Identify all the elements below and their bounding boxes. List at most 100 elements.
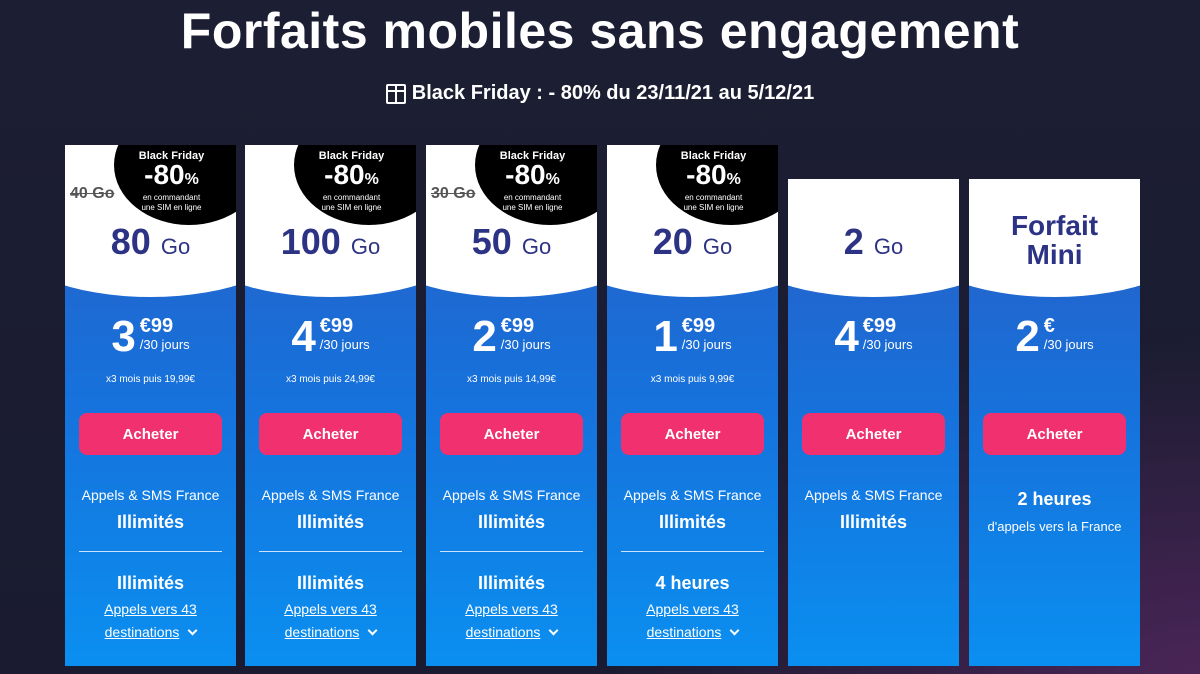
badge-text: en commandant bbox=[503, 193, 562, 202]
plan-text: 2 bbox=[1015, 312, 1040, 361]
destinations-toggle[interactable]: destinations bbox=[65, 624, 236, 640]
international-value: Illimités bbox=[477, 573, 546, 593]
plan-text: 2 bbox=[472, 312, 497, 361]
badge-text: -80% bbox=[656, 161, 771, 193]
price: 1 €99/30 jours bbox=[607, 315, 778, 359]
price-note: x3 mois puis 19,99€ bbox=[106, 374, 195, 385]
call-hours: 2 heures bbox=[1017, 489, 1092, 509]
plan-text: Mini bbox=[1026, 239, 1083, 270]
plan-text: Go bbox=[521, 234, 552, 259]
chevron-down-icon bbox=[729, 625, 740, 636]
black-friday-badge: Black Friday -80% en commandant une SIM en… bbox=[656, 145, 778, 225]
plan-text: €99 bbox=[500, 315, 535, 337]
buy-button[interactable]: Acheter bbox=[621, 413, 764, 455]
plan-text: Go bbox=[873, 234, 904, 259]
price-note: x3 mois puis 14,99€ bbox=[467, 374, 556, 385]
plan-text: €/30 jours bbox=[1044, 315, 1094, 352]
plan-text: 100 bbox=[280, 221, 341, 262]
plan-card: Forfait Mini 2 €/30 jours Acheter 2 heures d'a… bbox=[969, 145, 1140, 666]
price: 2 €99/30 jours bbox=[426, 315, 597, 359]
calls-value: Illimités bbox=[839, 512, 908, 532]
calls-label: Appels & SMS France bbox=[81, 487, 220, 503]
plan-text: 4 bbox=[291, 312, 316, 361]
plan-text: Go bbox=[350, 234, 381, 259]
badge-text: % bbox=[184, 171, 199, 188]
plan-card-bg: Black Friday -80% en commandant une SIM en… bbox=[607, 145, 778, 666]
plan-text: €99 bbox=[681, 315, 716, 337]
call-hours-desc: d'appels vers la France bbox=[987, 519, 1122, 534]
plan-text: 4 bbox=[834, 312, 859, 361]
badge-text: -80 bbox=[324, 159, 365, 190]
destinations-link[interactable]: Appels vers 43 bbox=[465, 601, 558, 617]
price: 2 €/30 jours bbox=[969, 315, 1140, 359]
page-title: Forfaits mobiles sans engagement bbox=[180, 3, 1020, 59]
badge-text: en commandant bbox=[684, 193, 743, 202]
old-data-amount: 30 Go bbox=[431, 185, 476, 202]
badge-text: en commandant bbox=[142, 193, 201, 202]
destinations-link[interactable]: Appels vers 43 bbox=[646, 601, 739, 617]
price-note: x3 mois puis 24,99€ bbox=[286, 374, 375, 385]
badge-text: % bbox=[364, 171, 379, 188]
calls-label: Appels & SMS France bbox=[261, 487, 400, 503]
plan-text: destinations bbox=[104, 624, 180, 640]
plan-text: € bbox=[1043, 315, 1055, 337]
card-header-bg bbox=[969, 179, 1140, 297]
destinations-link[interactable]: Appels vers 43 bbox=[284, 601, 377, 617]
badge-text: Black Friday bbox=[499, 150, 566, 162]
destinations-toggle[interactable]: destinations bbox=[245, 624, 416, 640]
data-amount: 20 Go bbox=[607, 221, 778, 263]
plan-text: €99/30 jours bbox=[863, 315, 913, 352]
calls-value: Illimités bbox=[296, 512, 365, 532]
divider bbox=[259, 551, 402, 552]
black-friday-badge: Black Friday -80% en commandant une SIM en… bbox=[114, 145, 236, 225]
buy-button[interactable]: Acheter bbox=[259, 413, 402, 455]
plan-text: Go bbox=[702, 234, 733, 259]
buy-button[interactable]: Acheter bbox=[802, 413, 945, 455]
destinations-toggle[interactable]: destinations bbox=[426, 624, 597, 640]
badge-text: une SIM en ligne bbox=[502, 203, 563, 212]
data-amount: 2 Go bbox=[788, 221, 959, 263]
badge-text: en commandant bbox=[322, 193, 381, 202]
plan-text: €99/30 jours bbox=[682, 315, 732, 352]
calls-label: Appels & SMS France bbox=[623, 487, 762, 503]
plan-text: 50 bbox=[471, 221, 512, 262]
plan-card: 2 Go 4 €99/30 jours Acheter Appels & SMS Fra… bbox=[788, 145, 959, 666]
plan-card: Black Friday -80% en commandant une SIM en… bbox=[426, 145, 597, 666]
destinations-link[interactable]: Appels vers 43 bbox=[104, 601, 197, 617]
buy-button[interactable]: Acheter bbox=[440, 413, 583, 455]
buy-button[interactable]: Acheter bbox=[79, 413, 222, 455]
plan-text: 80 bbox=[110, 221, 151, 262]
plan-text: /30 jours bbox=[319, 337, 370, 352]
plan-text: /30 jours bbox=[139, 337, 190, 352]
calls-value: Illimités bbox=[477, 512, 546, 532]
badge-text: -80% bbox=[114, 161, 229, 193]
plan-text: destinations bbox=[284, 624, 360, 640]
international-value: Illimités bbox=[116, 573, 185, 593]
plan-card-bg: Black Friday -80% en commandant une SIM en… bbox=[65, 145, 236, 666]
badge-text: -80% bbox=[475, 161, 590, 193]
chevron-down-icon bbox=[548, 625, 559, 636]
plan-text: /30 jours bbox=[862, 337, 913, 352]
price: 3 €99/30 jours bbox=[65, 315, 236, 359]
badge-text: Black Friday bbox=[138, 150, 205, 162]
data-amount: 80 Go bbox=[65, 221, 236, 263]
badge-text: -80% bbox=[294, 159, 409, 193]
plan-text: 20 bbox=[652, 221, 693, 262]
buy-button[interactable]: Acheter bbox=[983, 413, 1126, 455]
plan-text: 1 bbox=[653, 312, 678, 361]
badge-text: une SIM en ligne bbox=[683, 203, 744, 212]
divider bbox=[621, 551, 764, 552]
destinations-toggle[interactable]: destinations bbox=[607, 624, 778, 640]
plan-card: Black Friday -80% en commandant une SIM en… bbox=[607, 145, 778, 666]
plan-text: /30 jours bbox=[500, 337, 551, 352]
price: 4 €99/30 jours bbox=[245, 315, 416, 359]
plan-text: €99 bbox=[319, 315, 354, 337]
plan-text: Go bbox=[160, 234, 191, 259]
data-amount: 50 Go bbox=[426, 221, 597, 263]
badge-text: une SIM en ligne bbox=[321, 203, 382, 212]
plan-card-bg: Black Friday -80% en commandant une SIM en… bbox=[245, 145, 416, 666]
chevron-down-icon bbox=[367, 625, 378, 636]
plan-card: Black Friday -80% en commandant une SIM en… bbox=[245, 145, 416, 666]
plan-text: destinations bbox=[646, 624, 722, 640]
badge-text: une SIM en ligne bbox=[141, 203, 202, 212]
